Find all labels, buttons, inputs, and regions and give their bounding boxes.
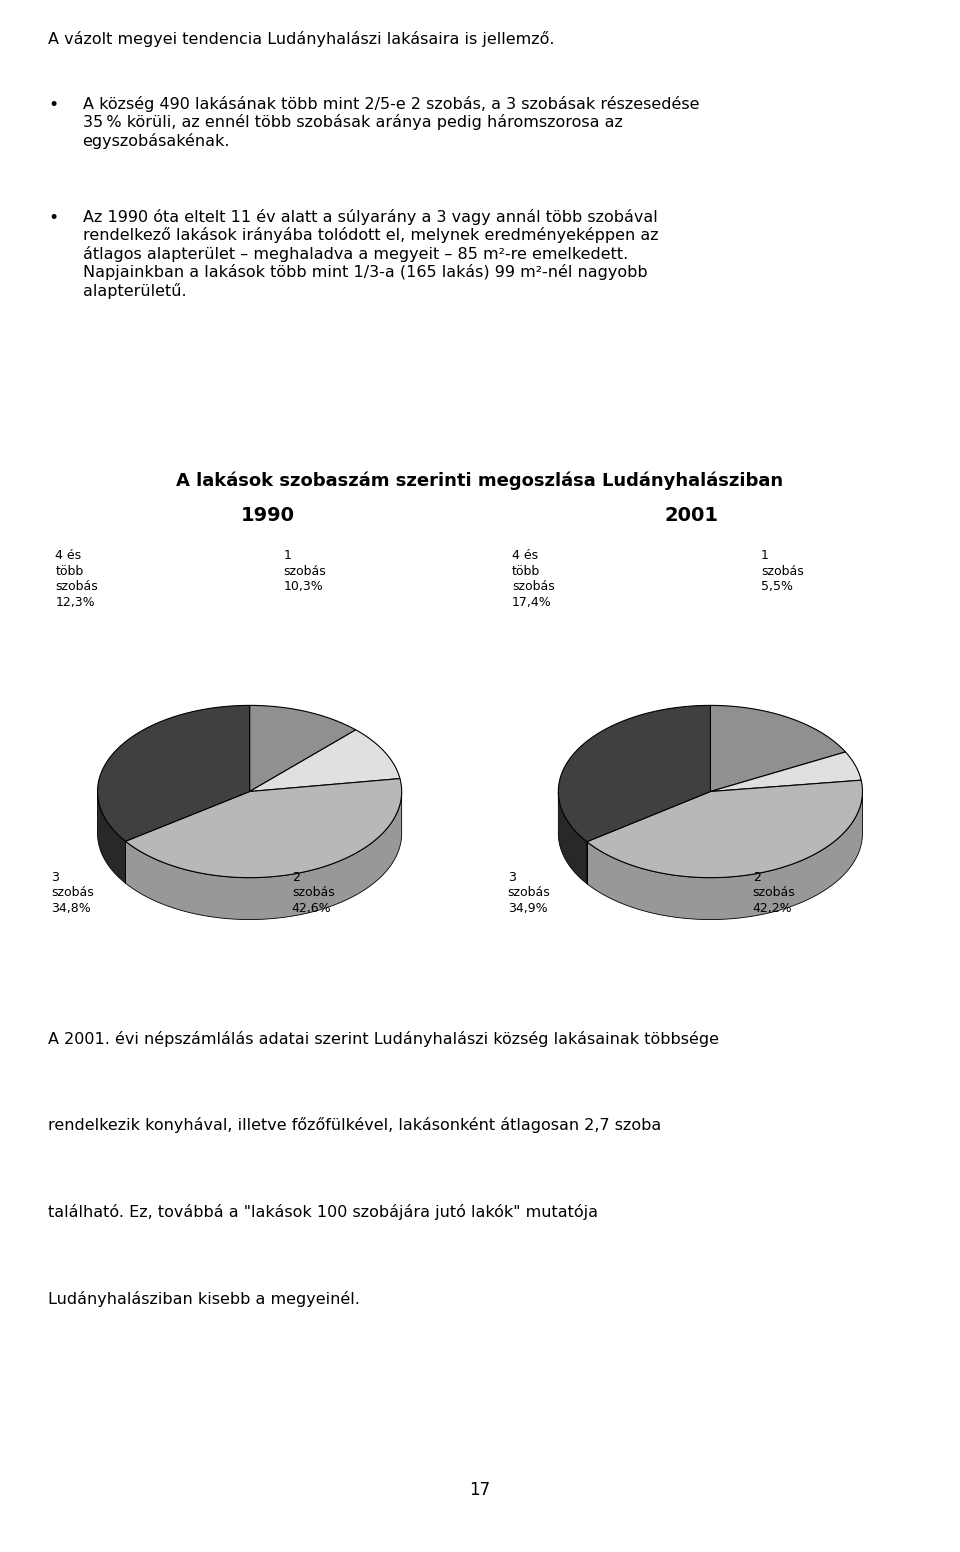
Text: 1990: 1990 [241,506,295,525]
Polygon shape [250,729,400,792]
Polygon shape [559,792,587,883]
Text: 17: 17 [469,1481,491,1499]
Text: 2
szobás
42,6%: 2 szobás 42,6% [292,871,335,914]
Text: található. Ez, továbbá a "lakások 100 szobájára jutó lakók" mutatója: található. Ez, továbbá a "lakások 100 sz… [48,1204,598,1220]
Text: 4 és
több
szobás
12,3%: 4 és több szobás 12,3% [56,549,98,608]
Text: A 2001. évi népszámlálás adatai szerint Ludányhalászi község lakásainak többsége: A 2001. évi népszámlálás adatai szerint … [48,1031,719,1046]
Polygon shape [98,705,250,841]
Text: A vázolt megyei tendencia Ludányhalászi lakásaira is jellemző.: A vázolt megyei tendencia Ludányhalászi … [48,31,555,47]
Text: A lakások szobaszám szerinti megoszlása Ludányhalásziban: A lakások szobaszám szerinti megoszlása … [177,472,783,490]
Polygon shape [587,781,862,877]
Polygon shape [710,705,846,792]
Text: 2
szobás
42,2%: 2 szobás 42,2% [753,871,796,914]
Text: Az 1990 óta eltelt 11 év alatt a súlyarány a 3 vagy annál több szobával
rendelke: Az 1990 óta eltelt 11 év alatt a súlyará… [83,208,659,300]
Polygon shape [559,705,710,841]
Text: 2001: 2001 [665,506,719,525]
Text: •: • [48,96,59,113]
Text: 1
szobás
10,3%: 1 szobás 10,3% [283,549,326,593]
Polygon shape [126,793,401,919]
Text: 3
szobás
34,9%: 3 szobás 34,9% [508,871,550,914]
Polygon shape [587,792,862,919]
Polygon shape [710,751,861,792]
Text: •: • [48,208,59,227]
Text: rendelkezik konyhával, illetve főzőfülkével, lakásonként átlagosan 2,7 szoba: rendelkezik konyhával, illetve főzőfülké… [48,1117,661,1133]
Polygon shape [126,779,401,877]
Text: 3
szobás
34,8%: 3 szobás 34,8% [51,871,94,914]
Polygon shape [250,705,356,792]
Text: Ludányhalásziban kisebb a megyeinél.: Ludányhalásziban kisebb a megyeinél. [48,1291,360,1307]
Polygon shape [98,792,126,883]
Text: 4 és
több
szobás
17,4%: 4 és több szobás 17,4% [512,549,555,608]
Text: A község 490 lakásának több mint 2/5-e 2 szobás, a 3 szobásak részesedése
35 % k: A község 490 lakásának több mint 2/5-e 2… [83,96,699,149]
Text: 1
szobás
5,5%: 1 szobás 5,5% [761,549,804,593]
